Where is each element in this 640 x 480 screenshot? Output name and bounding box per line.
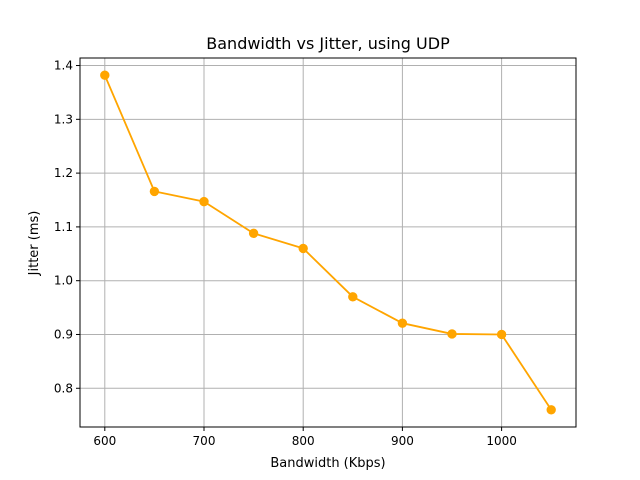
data-point bbox=[149, 186, 160, 197]
data-point bbox=[496, 329, 507, 340]
data-point bbox=[100, 70, 110, 80]
x-tick-label: 600 bbox=[93, 434, 116, 448]
x-tick-label: 700 bbox=[193, 434, 216, 448]
chart-title: Bandwidth vs Jitter, using UDP bbox=[206, 34, 450, 53]
y-tick-label: 1.3 bbox=[54, 112, 73, 126]
data-point bbox=[248, 228, 259, 239]
y-tick-label: 1.1 bbox=[54, 220, 73, 234]
y-tick-label: 0.8 bbox=[54, 381, 73, 395]
grid bbox=[80, 58, 576, 427]
y-tick-label: 1.4 bbox=[54, 59, 73, 73]
data-point bbox=[546, 405, 556, 415]
y-tick-label: 1.0 bbox=[54, 274, 73, 288]
data-point bbox=[348, 292, 358, 302]
ticks: 600 700 800 900 1000 0.8 0.9 1.0 1.1 1.2 1.3 1.4 bbox=[54, 59, 517, 448]
x-axis-label: Bandwidth (Kbps) bbox=[270, 456, 385, 471]
data-point bbox=[298, 243, 308, 254]
series-line bbox=[103, 74, 552, 411]
x-tick-label: 900 bbox=[391, 434, 414, 448]
y-axis-label: Jitter (ms) bbox=[27, 211, 42, 277]
data-point bbox=[397, 318, 408, 328]
series bbox=[100, 70, 556, 415]
plot-frame bbox=[79, 57, 577, 428]
data-point bbox=[199, 196, 209, 207]
x-tick-label: 1000 bbox=[486, 434, 517, 448]
data-point bbox=[447, 329, 457, 339]
y-tick-label: 0.9 bbox=[54, 327, 73, 341]
x-tick-label: 800 bbox=[292, 434, 315, 448]
y-tick-label: 1.2 bbox=[54, 166, 73, 180]
